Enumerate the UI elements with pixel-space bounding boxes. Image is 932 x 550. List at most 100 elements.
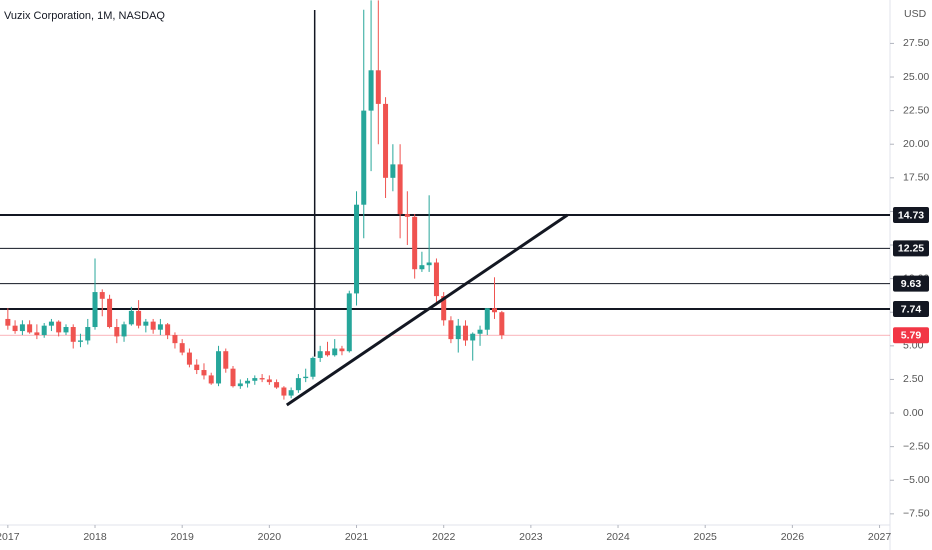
candle-body (77, 340, 83, 342)
candle-body (208, 375, 214, 384)
candle-body (448, 320, 454, 340)
x-tick-label: 2024 (606, 531, 630, 543)
candle-body (462, 325, 468, 341)
candle-body (128, 310, 134, 325)
level-label: 14.73 (898, 209, 924, 221)
candle-body (390, 164, 396, 178)
level-label-bg (893, 327, 929, 344)
x-tick-label: 2020 (258, 531, 282, 543)
candle-body (223, 351, 229, 369)
candle-body (70, 327, 76, 342)
candle-body (136, 310, 142, 326)
y-tick-label: 17.50 (903, 172, 929, 184)
candle-body (216, 351, 222, 384)
level-label: 7.74 (901, 303, 922, 315)
chart-title: Vuzix Corporation, 1M, NASDAQ (4, 10, 165, 22)
y-tick-label: 27.50 (903, 37, 929, 49)
x-tick-label: 2018 (83, 531, 107, 543)
level-label-bg (893, 301, 929, 318)
candle-body (477, 329, 483, 334)
candle-body (34, 332, 40, 336)
candle-body (281, 387, 287, 396)
candle-body (143, 321, 149, 326)
candle-body (346, 293, 352, 352)
level-label-bg (893, 207, 929, 224)
x-tick-label: 2021 (345, 531, 369, 543)
x-tick-label: 2017 (0, 531, 20, 543)
x-tick-label: 2026 (781, 531, 805, 543)
candle-body (179, 343, 185, 353)
candle-body (368, 70, 374, 111)
candle-body (5, 318, 11, 326)
candle-body (99, 292, 105, 299)
candle-body (441, 296, 447, 321)
level-label: 12.25 (898, 243, 924, 255)
x-tick-label: 2027 (868, 531, 892, 543)
y-tick-label: 0.00 (903, 407, 924, 419)
currency-label: USD (904, 8, 927, 20)
candle-body (310, 357, 316, 377)
candle-body (433, 262, 439, 297)
candle-body (27, 324, 33, 333)
candle-body (470, 333, 476, 341)
candle-body (426, 262, 432, 266)
candle-body (492, 308, 498, 313)
candle-body (114, 327, 120, 337)
candle-body (172, 335, 178, 344)
candle-body (455, 325, 461, 340)
y-tick-label: −7.50 (903, 508, 930, 520)
candle-body (274, 382, 280, 388)
candle-body (419, 265, 425, 270)
candle-body (56, 321, 62, 333)
candle-body (92, 292, 98, 328)
y-tick-label: 22.50 (903, 104, 929, 116)
candle-body (237, 383, 243, 387)
candle-body (157, 324, 163, 330)
y-tick-label: −2.50 (903, 440, 930, 452)
candle-body (201, 370, 207, 376)
candle-body (295, 378, 301, 391)
level-label-bg (893, 240, 929, 257)
level-label-bg (893, 275, 929, 292)
candle-body (383, 103, 389, 178)
candle-body (41, 325, 47, 336)
x-tick-label: 2022 (432, 531, 456, 543)
candle-body (499, 312, 505, 336)
candle-body (259, 378, 265, 380)
candle-body (266, 379, 272, 383)
level-label: 9.63 (901, 278, 922, 290)
y-tick-label: 2.50 (903, 373, 924, 385)
candle-body (404, 214, 410, 217)
candle-body (19, 324, 25, 332)
candle-body (412, 216, 418, 270)
candle-body (121, 324, 127, 337)
x-tick-label: 2019 (171, 531, 195, 543)
candle-body (186, 352, 192, 365)
candle-body (339, 348, 345, 352)
x-tick-label: 2025 (694, 531, 718, 543)
candle-body (194, 364, 200, 371)
candle-body (252, 378, 258, 381)
candle-body (484, 308, 490, 330)
candle-body (288, 390, 294, 396)
candle-body (85, 327, 91, 341)
level-label: 5.79 (901, 329, 922, 341)
trend-line (285, 213, 569, 407)
candle-body (317, 351, 323, 358)
candle-body (165, 324, 171, 336)
candle-body (107, 298, 113, 328)
candle-body (63, 327, 69, 333)
candle-body (48, 321, 54, 326)
y-tick-label: 20.00 (903, 138, 929, 150)
candle-body (361, 110, 367, 205)
candle-body (12, 325, 18, 332)
y-tick-label: −5.00 (903, 474, 930, 486)
candle-body (354, 204, 360, 294)
candle-body (245, 380, 251, 384)
candle-body (324, 351, 330, 356)
candle-body (303, 376, 309, 379)
candle-body (375, 70, 381, 104)
